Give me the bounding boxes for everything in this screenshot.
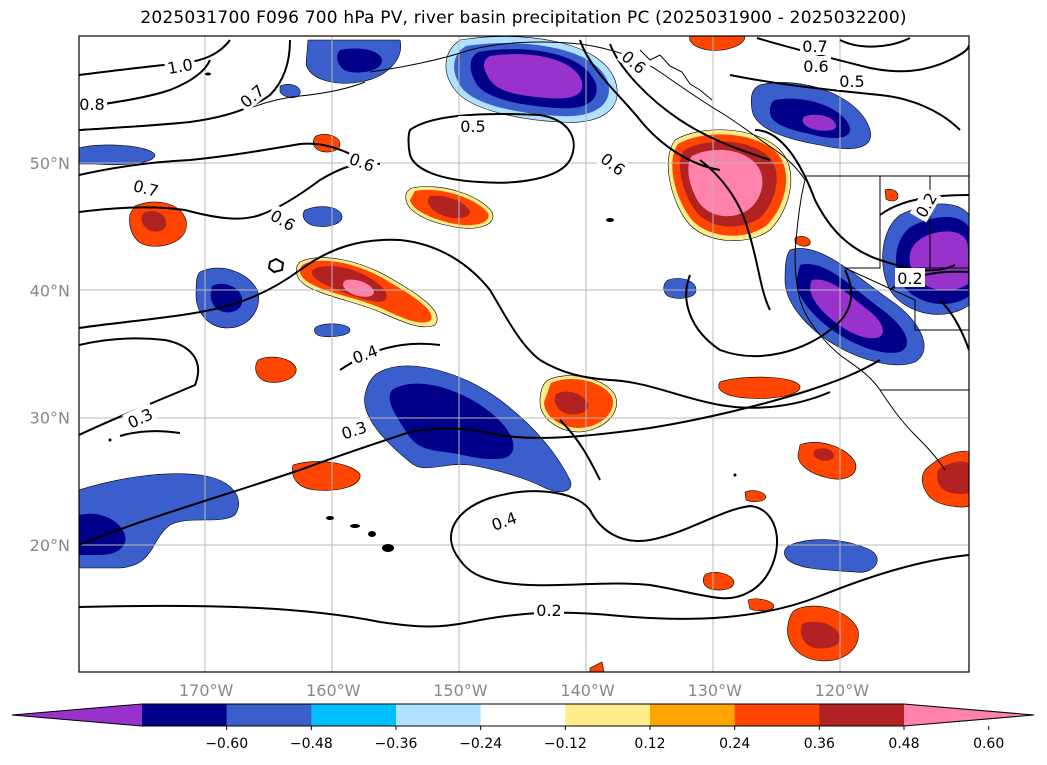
contour-label: 0.6: [265, 203, 301, 236]
longitude-label: 170°W: [179, 681, 234, 700]
contour-label-text: 0.7: [131, 176, 160, 201]
contour-label-text: 0.5: [460, 117, 485, 136]
colorbar-segment: [396, 704, 482, 726]
positive-anomaly-blob: [921, 451, 969, 508]
latitude-label: 50°N: [30, 154, 70, 173]
contour-label: 0.7: [234, 78, 270, 113]
positive-anomaly-blob: [787, 605, 859, 662]
gridlines: [79, 36, 969, 672]
contour-label-text: 0.7: [236, 81, 268, 112]
small-pv-contour: [267, 257, 285, 274]
colorbar-segment: [142, 704, 228, 726]
positive-anomaly-blob: [129, 201, 187, 247]
colorbar-tick-label: −0.60: [205, 736, 248, 752]
islands: [108, 72, 737, 552]
contour-label: 0.6: [344, 147, 380, 176]
colorbar-extend-low: [12, 704, 142, 726]
contour-label-text: 0.2: [897, 269, 922, 288]
colorbar-extend-high: [904, 704, 1034, 726]
contour-label: 1.0: [163, 53, 197, 78]
colorbar-segment: [226, 704, 312, 726]
positive-anomaly-blob: [255, 36, 899, 672]
contour-label: 0.3: [336, 415, 372, 443]
contour-label: 0.4: [347, 339, 383, 368]
colorbar-segment: [311, 704, 397, 726]
contour-label: 0.5: [458, 116, 488, 136]
colorbar-tick-label: 0.36: [804, 736, 835, 752]
contour-label: 0.8: [77, 94, 107, 114]
colorbar-tick-label: −0.48: [290, 736, 333, 752]
contour-label-text: 1.0: [166, 55, 194, 78]
contour-label-text: 0.6: [597, 149, 629, 180]
longitude-label: 150°W: [433, 681, 488, 700]
longitude-labels: 170°W 160°W 150°W 140°W 130°W 120°W: [179, 681, 869, 700]
longitude-label: 140°W: [560, 681, 615, 700]
contour-label-text: 0.5: [839, 72, 864, 91]
negative-anomaly-blob: [882, 203, 969, 315]
contour-label: 0.6: [801, 56, 831, 76]
contour-label: 0.2: [534, 600, 564, 620]
colorbar-tick-label: −0.24: [459, 736, 502, 752]
negative-anomaly-blob: [305, 39, 402, 84]
colorbar-segment: [819, 704, 905, 726]
longitude-label: 120°W: [815, 681, 870, 700]
colorbar-tick-label: −0.36: [375, 736, 418, 752]
contour-label: 0.5: [837, 71, 867, 91]
map-frame: [78, 35, 970, 673]
contour-label-text: 0.7: [802, 37, 827, 56]
colorbar-segment: [565, 704, 651, 726]
contour-label: 0.2: [895, 268, 925, 288]
colorbar-tick-label: −0.12: [544, 736, 587, 752]
contour-label-text: 0.8: [79, 95, 104, 114]
colorbar-tick-label: 0.24: [719, 736, 750, 752]
map-title: 2025031700 F096 700 hPa PV, river basin …: [140, 8, 907, 28]
contour-label: 0.7: [129, 174, 163, 201]
longitude-label: 160°W: [306, 681, 361, 700]
negative-anomaly-blob: [445, 36, 618, 123]
colorbar: −0.60 −0.48 −0.36 −0.24 −0.12 0.12 0.24 0.36 0.4…: [11, 703, 1035, 752]
latitude-label: 20°N: [30, 536, 70, 555]
positive-anomaly-blob: [405, 186, 494, 229]
contour-label: 0.4: [486, 506, 522, 535]
contour-label-text: 0.6: [618, 47, 650, 78]
contour-label-text: 0.6: [803, 57, 828, 76]
negative-anomaly-blob: [784, 248, 925, 366]
negative-anomaly-blob: [784, 539, 878, 573]
contour-label-text: 0.2: [536, 601, 561, 620]
longitude-label: 130°W: [688, 681, 743, 700]
colorbar-segment: [734, 704, 820, 726]
latitude-label: 30°N: [30, 409, 70, 428]
precip-shading: [79, 36, 969, 672]
positive-anomaly-blob: [539, 375, 617, 433]
colorbar-tick-label: 0.48: [888, 736, 919, 752]
colorbar-segment: [480, 704, 566, 726]
contour-label: 0.6: [616, 44, 652, 79]
negative-anomaly-blob: [750, 82, 871, 149]
contour-label: 0.6: [595, 146, 631, 181]
positive-anomaly-blob: [296, 257, 438, 328]
colorbar-segment: [650, 704, 736, 726]
contour-label: 0.3: [122, 402, 158, 433]
colorbar-tick-label: 0.12: [634, 736, 665, 752]
contour-label: 0.7: [800, 36, 830, 56]
negative-anomaly-blob: [79, 473, 239, 569]
latitude-label: 40°N: [30, 281, 70, 300]
colorbar-outline: [11, 703, 1035, 727]
colorbar-tick-label: 0.60: [973, 736, 1004, 752]
latitude-labels: 50°N 40°N 30°N 20°N: [30, 154, 70, 555]
negative-anomaly-blob: [195, 267, 259, 329]
